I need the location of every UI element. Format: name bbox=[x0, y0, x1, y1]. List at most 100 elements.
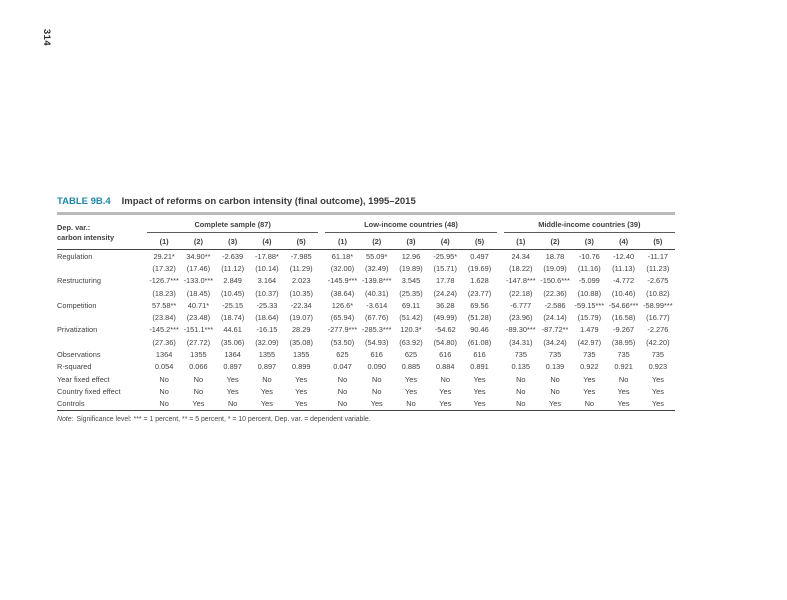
table-cell: Yes bbox=[249, 397, 285, 411]
row-label: Year fixed effect bbox=[57, 374, 110, 384]
table-cell: No bbox=[440, 374, 450, 384]
table-cell: (15.79) bbox=[577, 313, 602, 323]
table-cell: (63.92) bbox=[399, 337, 423, 347]
group-gap bbox=[497, 348, 504, 360]
table-cell: -7.985 bbox=[290, 251, 312, 261]
table-cell: (16.58) bbox=[611, 313, 636, 323]
table-cell: Yes bbox=[473, 374, 486, 384]
table-cell: 126.6* bbox=[331, 300, 354, 310]
table-cell: Yes bbox=[583, 386, 596, 396]
table-cell: (10.37) bbox=[255, 288, 279, 298]
table-cell: 12.96 bbox=[401, 251, 421, 261]
table-title-row: TABLE 9B.4 Impact of reforms on carbon in… bbox=[57, 196, 675, 207]
row-label: Privatization bbox=[57, 325, 98, 335]
table-cell: Yes bbox=[462, 397, 497, 411]
table-cell: (23.84) bbox=[152, 313, 176, 323]
group-gap bbox=[318, 373, 325, 385]
group-gap bbox=[497, 215, 504, 233]
table-cell: 0.891 bbox=[470, 362, 489, 372]
table-cell: 0.497 bbox=[470, 251, 489, 261]
group-gap bbox=[496, 232, 504, 250]
table-cell: 735 bbox=[514, 350, 527, 360]
table-cell: No bbox=[550, 374, 560, 384]
table-cell: (32.00) bbox=[330, 263, 355, 273]
column-number: (4) bbox=[606, 232, 641, 250]
table-cell: No bbox=[503, 397, 538, 411]
table-row: (18.23) (18.45) (10.45) (10.37) (10.35) (38.6… bbox=[57, 287, 675, 299]
group-gap bbox=[497, 275, 504, 287]
table-cell: No bbox=[325, 397, 360, 411]
table-cell: (61.08) bbox=[467, 337, 492, 347]
group-gap bbox=[318, 348, 325, 360]
table-cell: Yes bbox=[537, 397, 573, 411]
table-cell: (53.50) bbox=[330, 337, 355, 347]
table-cell: 2.023 bbox=[291, 276, 311, 286]
table-cell: -22.34 bbox=[290, 300, 312, 310]
dep-var-header: Dep. var.: carbon intensity bbox=[57, 215, 147, 250]
table-cell: 1355 bbox=[258, 350, 276, 360]
table-cell: (23.48) bbox=[186, 313, 211, 323]
table-cell: No bbox=[147, 397, 182, 411]
table-cell: 1364 bbox=[224, 350, 241, 360]
table-cell: (19.89) bbox=[399, 263, 423, 273]
table-cell: -139.8*** bbox=[361, 276, 392, 286]
table-cell: 1355 bbox=[292, 350, 310, 360]
table-row: Competition 57.58** 40.71* -25.15 -25.33 -22.… bbox=[57, 299, 675, 311]
column-number: (1) bbox=[325, 232, 360, 250]
group-gap bbox=[318, 232, 326, 250]
group-gap bbox=[497, 324, 504, 336]
table-cell: 0.885 bbox=[401, 362, 421, 372]
table-cell: -9.267 bbox=[613, 325, 635, 335]
row-label bbox=[57, 262, 147, 274]
table-cell: 1.479 bbox=[580, 325, 599, 335]
table-cell: 0.090 bbox=[367, 362, 386, 372]
group-gap bbox=[497, 299, 504, 311]
table-cell: (10.46) bbox=[611, 288, 636, 298]
table-cell: (35.08) bbox=[289, 337, 313, 347]
group-gap bbox=[318, 324, 325, 336]
column-number: (5) bbox=[284, 232, 319, 250]
group-gap bbox=[496, 397, 504, 411]
table-cell: Yes bbox=[640, 397, 675, 411]
table-cell: 616 bbox=[439, 350, 452, 360]
table-cell: -151.1*** bbox=[183, 325, 214, 335]
table-cell: 735 bbox=[583, 350, 596, 360]
table-cell: (17.46) bbox=[186, 263, 211, 273]
table-cell: 40.71* bbox=[187, 300, 210, 310]
table-cell: Yes bbox=[439, 386, 452, 396]
row-label: Competition bbox=[57, 300, 97, 310]
table-cell: No bbox=[372, 374, 382, 384]
table-cell: 0.884 bbox=[436, 362, 455, 372]
table-cell: 0.047 bbox=[333, 362, 352, 372]
row-label: Country fixed effect bbox=[57, 386, 121, 396]
table-cell: -2.586 bbox=[544, 300, 566, 310]
table-cell: (10.45) bbox=[220, 288, 245, 298]
table-cell: 735 bbox=[617, 350, 630, 360]
table-cell: No bbox=[372, 386, 382, 396]
row-label bbox=[57, 287, 147, 299]
table-cell: 2.849 bbox=[223, 276, 242, 286]
table-cell: (23.77) bbox=[467, 288, 492, 298]
table-cell: (65.94) bbox=[330, 313, 355, 323]
table-cell: (34.31) bbox=[509, 337, 533, 347]
table-cell: (38.64) bbox=[330, 288, 355, 298]
table-cell: 120.3* bbox=[400, 325, 422, 335]
column-number: (4) bbox=[428, 232, 463, 250]
table-cell: 34.90** bbox=[186, 251, 211, 261]
column-number: (5) bbox=[640, 232, 675, 250]
table-cell: No bbox=[262, 374, 272, 384]
table-cell: (38.95) bbox=[611, 337, 636, 347]
table-cell: 0.923 bbox=[648, 362, 668, 372]
table-cell: 1364 bbox=[155, 350, 173, 360]
table-cell: No bbox=[516, 386, 526, 396]
table-cell: 0.139 bbox=[545, 362, 565, 372]
table-cell: -277.9*** bbox=[327, 325, 358, 335]
table-cell: -3.614 bbox=[366, 300, 388, 310]
table-cell: (32.09) bbox=[255, 337, 279, 347]
column-number: (2) bbox=[359, 232, 394, 250]
table-cell: 3.545 bbox=[401, 276, 421, 286]
table-cell: -12.40 bbox=[613, 251, 635, 261]
table-cell: -16.15 bbox=[256, 325, 278, 335]
group-gap bbox=[497, 311, 504, 323]
table-cell: 28.29 bbox=[291, 325, 311, 335]
